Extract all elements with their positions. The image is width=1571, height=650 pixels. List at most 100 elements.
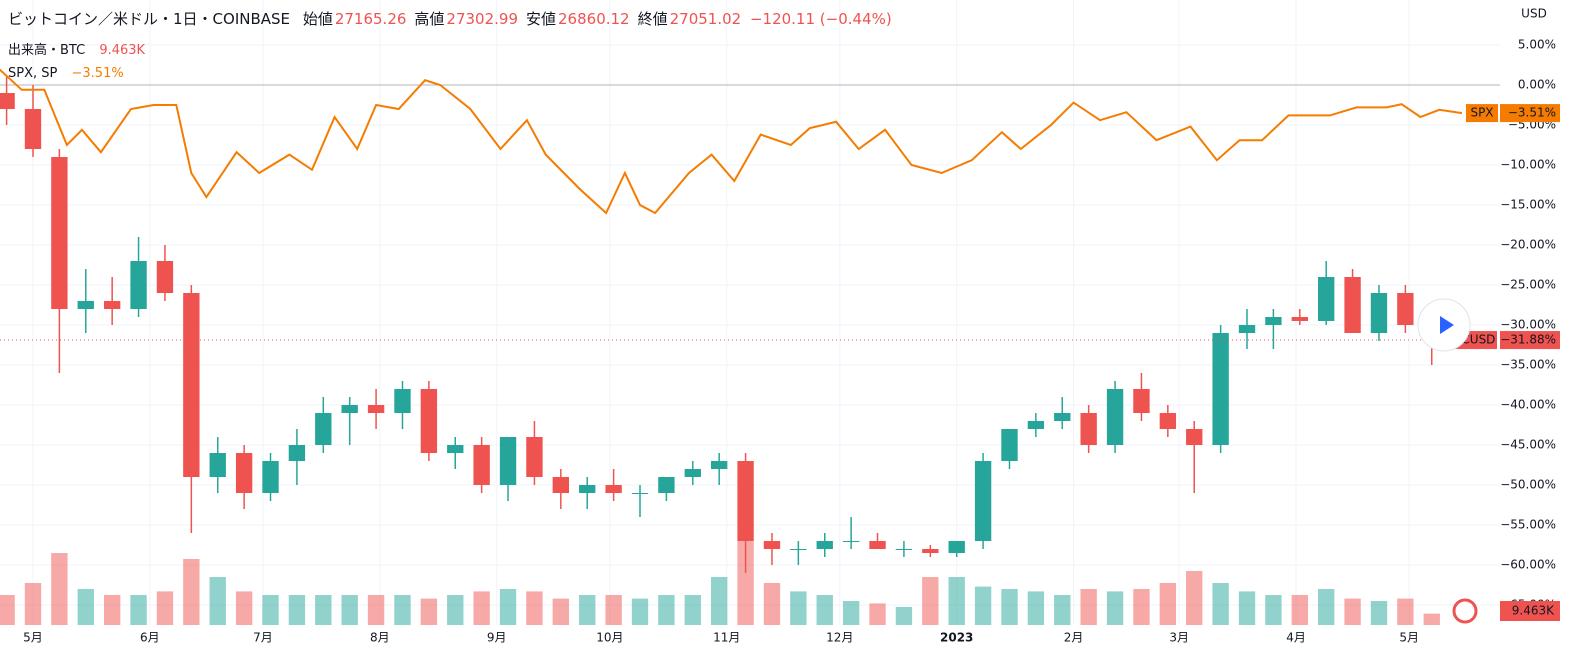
volume-bar (710, 577, 728, 625)
candle-body (367, 405, 385, 413)
ohlc-value: 26860.12 (558, 10, 630, 28)
volume-bar (1212, 583, 1229, 625)
volume-bar (341, 595, 358, 625)
candle-body (816, 541, 833, 549)
y-tick-label: −40.00% (1500, 398, 1556, 412)
volume-tag-value: 9.463K (1512, 604, 1555, 618)
y-tick-label: −45.00% (1500, 438, 1556, 452)
candle-body (684, 469, 701, 477)
candle-body (262, 461, 279, 493)
volume-bar (499, 589, 517, 625)
volume-title: 出来高・BTC (8, 43, 86, 58)
volume-bar (658, 595, 675, 625)
x-tick-label: 2月 (1064, 631, 1084, 645)
y-tick-label: −55.00% (1500, 518, 1556, 532)
volume-bar (869, 603, 886, 625)
candle-body (948, 541, 965, 553)
y-tick-label: −15.00% (1500, 198, 1556, 212)
volume-tag (1500, 601, 1560, 621)
ohlc-value: 27302.99 (446, 10, 518, 28)
volume-bar (262, 595, 279, 625)
x-tick-label: 10月 (596, 631, 623, 645)
candle-body (922, 549, 939, 553)
volume-bar (1397, 598, 1414, 625)
candle-body (1159, 413, 1177, 429)
volume-bar (235, 591, 253, 625)
y-tick-label: −25.00% (1500, 278, 1556, 292)
volume-bar (156, 591, 174, 625)
volume-bar (394, 595, 411, 625)
volume-bar (1080, 589, 1097, 625)
header-row: ビットコイン／米ドル・1日・COINBASE 始値 27165.26 高値 27302… (8, 8, 894, 29)
volume-bar (1423, 613, 1440, 625)
candle-body (1080, 413, 1097, 445)
volume-bar (1318, 589, 1335, 625)
volume-bar (183, 559, 200, 625)
x-tick-label: 11月 (713, 631, 740, 645)
y-tick-label: 5.00% (1518, 38, 1556, 52)
x-tick-label: 2023 (940, 631, 973, 645)
volume-bar (1159, 583, 1177, 625)
x-tick-label: 3月 (1169, 631, 1189, 645)
volume-bar (77, 589, 94, 625)
candle-body (1265, 317, 1282, 325)
candle-body (288, 445, 306, 461)
volume-bar (526, 591, 543, 625)
candle-body (235, 453, 253, 493)
volume-bar (842, 601, 860, 625)
spx-legend: SPX, SP −3.51% (8, 66, 126, 81)
change: −120.11 (−0.44%) (749, 10, 892, 28)
ohlc-label: 高値 (414, 10, 445, 28)
volume-bar (367, 595, 385, 625)
candle-body (447, 445, 464, 453)
candle-body (1370, 293, 1388, 333)
candle-body (737, 461, 754, 541)
spx-value: −3.51% (71, 66, 124, 81)
ohlc: 始値 27165.26 高値 27302.99 安値 26860.12 終値 27051.02 (297, 10, 743, 28)
volume-bar (684, 595, 701, 625)
volume-bar (420, 598, 438, 625)
x-tick-label: 7月 (253, 631, 273, 645)
volume-bar (1186, 571, 1203, 625)
axis-unit: USD (1521, 7, 1547, 21)
volume-bar (1265, 595, 1282, 625)
x-tick-label: 5月 (1399, 631, 1419, 645)
volume-bar (948, 577, 965, 625)
candle-body (1318, 277, 1335, 321)
candle-body (974, 461, 992, 541)
x-tick-label: 9月 (487, 631, 507, 645)
volume-bar (1054, 595, 1071, 625)
volume-bar (130, 595, 147, 625)
candle-body (526, 437, 543, 477)
volume-bar (0, 595, 15, 625)
y-tick-label: −20.00% (1500, 238, 1556, 252)
ohlc-label: 安値 (526, 10, 557, 28)
candle-body (394, 389, 411, 413)
ohlc-value: 27051.02 (669, 10, 742, 28)
candle-body (631, 493, 649, 494)
ohlc-value: 27165.26 (334, 10, 407, 28)
candle-body (77, 301, 94, 309)
y-tick-label: −60.00% (1500, 558, 1556, 572)
volume-bar (579, 595, 596, 625)
y-tick-label: −50.00% (1500, 478, 1556, 492)
volume-bar (51, 553, 68, 625)
spx-line (0, 68, 1463, 215)
candle-body (1186, 429, 1203, 445)
volume-bar (790, 591, 807, 625)
candle-body (1106, 389, 1124, 445)
volume-bar (1001, 589, 1018, 625)
price-tag-value: −3.51% (1508, 106, 1556, 120)
candle-body (130, 261, 147, 309)
candle-body (869, 541, 886, 549)
price-tag (1500, 331, 1560, 350)
price-tag (1500, 104, 1560, 123)
candle-body (658, 477, 675, 493)
volume-bar (24, 583, 42, 625)
y-tick-label: 0.00% (1518, 78, 1556, 92)
flag-icon (1452, 598, 1478, 624)
spx-title: SPX, SP (8, 66, 58, 81)
candle-body (605, 485, 622, 493)
